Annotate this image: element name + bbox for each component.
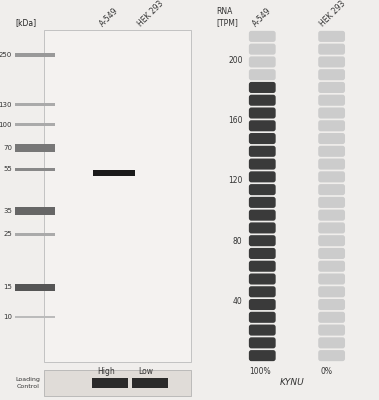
FancyBboxPatch shape	[318, 44, 345, 55]
FancyBboxPatch shape	[249, 350, 276, 361]
FancyBboxPatch shape	[318, 197, 345, 208]
FancyBboxPatch shape	[249, 133, 276, 144]
FancyBboxPatch shape	[249, 82, 276, 93]
FancyBboxPatch shape	[249, 31, 276, 42]
Bar	[15, 284, 55, 291]
FancyBboxPatch shape	[318, 274, 345, 284]
Text: HEK 293: HEK 293	[136, 0, 165, 28]
FancyBboxPatch shape	[249, 261, 276, 272]
Text: High: High	[97, 367, 115, 376]
Text: Loading
Control: Loading Control	[15, 378, 40, 389]
Text: 130: 130	[0, 102, 12, 108]
Bar	[15, 168, 55, 171]
FancyBboxPatch shape	[318, 31, 345, 42]
Text: 80: 80	[233, 237, 243, 246]
Text: 250: 250	[0, 52, 12, 58]
FancyBboxPatch shape	[249, 248, 276, 259]
FancyBboxPatch shape	[249, 337, 276, 348]
Bar	[15, 316, 55, 318]
Bar	[93, 170, 135, 176]
FancyBboxPatch shape	[318, 261, 345, 272]
FancyBboxPatch shape	[318, 337, 345, 348]
FancyBboxPatch shape	[318, 69, 345, 80]
FancyBboxPatch shape	[249, 69, 276, 80]
FancyBboxPatch shape	[249, 146, 276, 157]
FancyBboxPatch shape	[318, 248, 345, 259]
FancyBboxPatch shape	[318, 312, 345, 323]
Text: HEK 293: HEK 293	[318, 0, 347, 28]
Text: 160: 160	[228, 116, 243, 125]
Bar	[15, 207, 55, 215]
Bar	[15, 103, 55, 106]
Bar	[132, 378, 168, 388]
FancyBboxPatch shape	[318, 184, 345, 195]
Text: 0%: 0%	[321, 367, 333, 376]
Text: 100%: 100%	[249, 367, 271, 376]
Bar	[92, 378, 128, 388]
Text: Low: Low	[138, 367, 153, 376]
FancyBboxPatch shape	[249, 286, 276, 297]
FancyBboxPatch shape	[249, 108, 276, 118]
FancyBboxPatch shape	[318, 235, 345, 246]
Text: A-549: A-549	[98, 6, 120, 28]
Text: 10: 10	[3, 314, 12, 320]
FancyBboxPatch shape	[249, 44, 276, 55]
Text: 200: 200	[228, 56, 243, 65]
Text: A-549: A-549	[251, 6, 274, 28]
Text: 15: 15	[3, 284, 12, 290]
FancyBboxPatch shape	[249, 171, 276, 182]
FancyBboxPatch shape	[318, 222, 345, 234]
FancyBboxPatch shape	[318, 56, 345, 68]
FancyBboxPatch shape	[318, 286, 345, 297]
Bar	[15, 233, 55, 236]
FancyBboxPatch shape	[318, 299, 345, 310]
Text: 35: 35	[3, 208, 12, 214]
Text: 70: 70	[3, 145, 12, 151]
FancyBboxPatch shape	[249, 324, 276, 336]
FancyBboxPatch shape	[249, 184, 276, 195]
FancyBboxPatch shape	[249, 210, 276, 221]
FancyBboxPatch shape	[249, 56, 276, 68]
Text: 40: 40	[233, 297, 243, 306]
FancyBboxPatch shape	[318, 82, 345, 93]
Text: 100: 100	[0, 122, 12, 128]
FancyBboxPatch shape	[249, 95, 276, 106]
FancyBboxPatch shape	[249, 235, 276, 246]
FancyBboxPatch shape	[249, 197, 276, 208]
FancyBboxPatch shape	[249, 158, 276, 170]
Text: RNA
[TPM]: RNA [TPM]	[216, 7, 238, 27]
FancyBboxPatch shape	[318, 350, 345, 361]
Bar	[15, 144, 55, 152]
FancyBboxPatch shape	[318, 210, 345, 221]
Bar	[44, 30, 191, 362]
FancyBboxPatch shape	[249, 299, 276, 310]
Bar	[15, 53, 55, 57]
FancyBboxPatch shape	[249, 120, 276, 131]
Text: 55: 55	[3, 166, 12, 172]
Text: KYNU: KYNU	[279, 378, 304, 387]
FancyBboxPatch shape	[318, 120, 345, 131]
FancyBboxPatch shape	[318, 95, 345, 106]
Bar	[15, 123, 55, 126]
Text: [kDa]: [kDa]	[15, 18, 36, 27]
FancyBboxPatch shape	[318, 324, 345, 336]
FancyBboxPatch shape	[318, 146, 345, 157]
FancyBboxPatch shape	[249, 222, 276, 234]
Text: 25: 25	[3, 231, 12, 237]
Text: 120: 120	[228, 176, 243, 186]
FancyBboxPatch shape	[318, 133, 345, 144]
FancyBboxPatch shape	[318, 171, 345, 182]
FancyBboxPatch shape	[318, 158, 345, 170]
FancyBboxPatch shape	[249, 312, 276, 323]
FancyBboxPatch shape	[318, 108, 345, 118]
Bar	[44, 370, 191, 396]
FancyBboxPatch shape	[249, 274, 276, 284]
